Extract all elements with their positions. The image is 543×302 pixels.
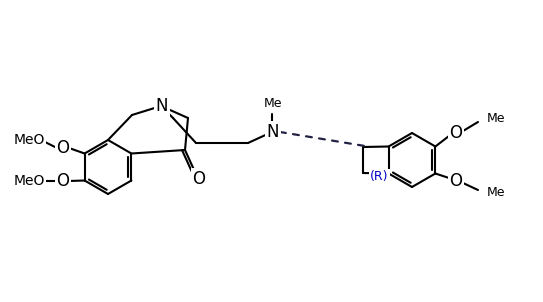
Text: MeO: MeO bbox=[14, 174, 45, 188]
Text: O: O bbox=[450, 172, 463, 190]
Text: Me: Me bbox=[264, 97, 282, 110]
Text: MeO: MeO bbox=[14, 133, 45, 147]
Text: N: N bbox=[156, 97, 168, 115]
Text: O: O bbox=[56, 172, 70, 190]
Text: Me: Me bbox=[487, 187, 506, 200]
Text: O: O bbox=[193, 170, 205, 188]
Text: (R): (R) bbox=[370, 170, 388, 183]
Text: O: O bbox=[450, 124, 463, 142]
Text: O: O bbox=[56, 139, 70, 157]
Text: Me: Me bbox=[487, 113, 506, 126]
Text: N: N bbox=[267, 123, 279, 141]
